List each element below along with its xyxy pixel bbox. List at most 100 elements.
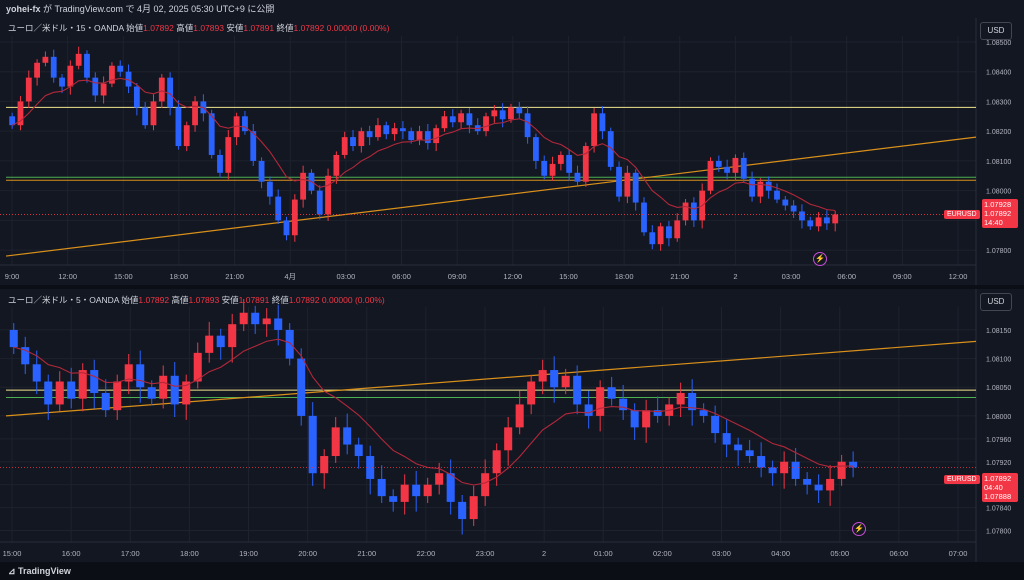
candle-body: [707, 160, 714, 191]
candle-body: [285, 329, 294, 359]
candle-body: [757, 456, 766, 468]
trend-line: [5, 136, 977, 257]
author-name[interactable]: yohei-fx: [6, 4, 41, 14]
candle-body: [333, 154, 340, 176]
x-tick-label: 02:00: [653, 549, 672, 558]
candle-body: [78, 370, 87, 399]
candle-body: [619, 398, 628, 411]
candle-body: [125, 71, 132, 87]
countdown-label: 04:40: [984, 483, 1003, 492]
candle-body: [616, 166, 622, 197]
pane-divider[interactable]: [0, 285, 1024, 289]
publish-info: が TradingView.com で 4月 02, 2025 05:30 UT…: [40, 4, 275, 14]
legend-low-label: 安値: [221, 295, 239, 305]
price-label: 1.07892: [984, 474, 1012, 483]
candle-body: [688, 392, 697, 411]
candle-body: [92, 77, 99, 96]
candle-body: [676, 392, 685, 405]
x-tick-label: 15:00: [114, 272, 133, 281]
tradingview-logo-icon[interactable]: ⊿ TradingView: [8, 566, 71, 576]
candle-body: [9, 116, 16, 126]
candle-body: [740, 157, 747, 179]
candle-body: [682, 202, 689, 221]
candle-body: [466, 113, 473, 126]
candle-body: [837, 461, 846, 479]
candle-body: [59, 77, 65, 87]
candle-body: [550, 370, 559, 388]
candle-body: [300, 172, 307, 200]
candle-body: [90, 370, 99, 393]
x-tick-label: 03:00: [712, 549, 731, 558]
chart-pane-5m[interactable]: 1.08150 1.08100 1.08050 1.08000 1.07960 1.079…: [0, 289, 1024, 562]
candle-body: [774, 190, 780, 200]
candle-body: [508, 107, 514, 120]
candle-body: [183, 125, 190, 147]
candle-body: [492, 450, 501, 474]
candle-body: [67, 381, 76, 399]
candle-body: [32, 364, 41, 382]
legend-low: 1.07891: [238, 295, 270, 305]
x-tick-label: 06:00: [889, 549, 908, 558]
candle-body: [366, 131, 373, 138]
x-tick-label: 21:00: [225, 272, 244, 281]
price-label: 1.07928: [984, 200, 1012, 209]
symbol-tag: EURUSD: [944, 210, 980, 219]
candle-body: [113, 381, 122, 411]
candle-body: [515, 404, 524, 428]
x-tick-label: 09:00: [893, 272, 912, 281]
x-tick-label: 12:00: [58, 272, 77, 281]
legend-low: 1.07891: [243, 23, 275, 33]
legend-change: 0.00000 (0.00%): [326, 23, 390, 33]
candle-body: [208, 113, 215, 155]
candle-body: [193, 352, 202, 382]
legend-high: 1.07893: [193, 23, 224, 33]
candle-body: [516, 107, 523, 114]
candle-body: [350, 137, 356, 147]
candle-body: [251, 312, 260, 325]
candle-body: [308, 415, 317, 474]
candle-body: [481, 473, 490, 497]
candle-body: [832, 214, 839, 224]
chart-canvas-15m[interactable]: 1.08500 1.08400 1.08300 1.08200 1.08100 1.080…: [0, 18, 1024, 285]
lightning-icon[interactable]: ⚡: [852, 522, 866, 536]
chart-canvas-5m[interactable]: 1.08150 1.08100 1.08050 1.08000 1.07960 1.079…: [0, 289, 1024, 562]
legend-15m: ユーロ／米ドル・15・OANDA 始値1.07892 高値1.07893 安値1…: [8, 22, 389, 34]
candle-body: [722, 433, 731, 445]
candle-body: [757, 181, 764, 197]
candle-body: [649, 232, 656, 245]
candle-body: [433, 128, 440, 144]
candle-body: [674, 220, 681, 239]
candle-body: [233, 116, 240, 138]
candle-body: [596, 387, 605, 416]
candle-body: [217, 154, 223, 173]
lightning-icon[interactable]: ⚡: [813, 252, 827, 266]
currency-button[interactable]: USD: [980, 22, 1012, 40]
legend-open-label: 始値: [121, 295, 139, 305]
candle-body: [383, 125, 390, 135]
candle-body: [239, 312, 248, 325]
candle-body: [657, 226, 664, 245]
candle-body: [283, 220, 290, 236]
candle-body: [341, 137, 348, 155]
x-tick-label: 15:00: [559, 272, 578, 281]
candle-body: [607, 387, 616, 399]
legend-symbol: ユーロ／米ドル・5・OANDA: [8, 295, 119, 305]
legend-change: 0.00000 (0.00%): [321, 295, 385, 305]
candle-body: [124, 364, 133, 382]
currency-button[interactable]: USD: [980, 293, 1012, 311]
candle-body: [159, 375, 168, 399]
legend-close: 1.07892: [293, 23, 325, 33]
candle-body: [158, 77, 165, 102]
x-tick-label: 12:00: [503, 272, 522, 281]
x-tick-label: 2: [733, 272, 737, 281]
candle-body: [320, 456, 329, 474]
candle-body: [242, 116, 248, 132]
x-tick-label: 20:00: [298, 549, 317, 558]
countdown-label: 14:40: [984, 218, 1003, 227]
x-tick-label: 04:00: [771, 549, 790, 558]
chart-pane-15m[interactable]: 1.08500 1.08400 1.08300 1.08200 1.08100 1.080…: [0, 18, 1024, 285]
y-tick-label: 1.07800: [986, 529, 1011, 536]
y-tick-label: 1.08500: [986, 40, 1011, 47]
x-tick-label: 09:00: [448, 272, 467, 281]
candle-body: [799, 211, 805, 221]
